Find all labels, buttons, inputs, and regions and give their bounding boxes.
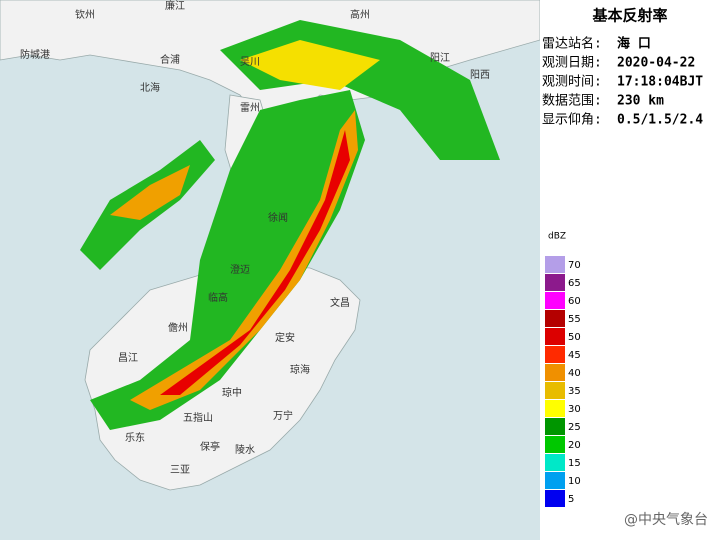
legend-swatch — [545, 364, 565, 381]
place-name: 澄迈 — [230, 263, 250, 276]
legend-swatch — [545, 382, 565, 399]
legend-swatch — [545, 346, 565, 363]
place-name: 五指山 — [183, 411, 213, 424]
legend-swatch — [545, 328, 565, 345]
place-name: 防城港 — [20, 48, 50, 61]
place-name: 陵水 — [235, 444, 255, 456]
legend-swatch — [545, 436, 565, 453]
place-name: 阳江 — [430, 52, 450, 64]
legend-label: 65 — [568, 278, 581, 289]
legend-label: 40 — [568, 368, 581, 379]
place-name: 三亚 — [170, 465, 190, 476]
info-label: 数据范围: — [542, 94, 602, 109]
legend-swatch — [545, 490, 565, 507]
info-label: 雷达站名: — [542, 36, 602, 52]
place-name: 文昌 — [330, 296, 350, 309]
place-name: 定安 — [275, 331, 295, 344]
place-name: 昌江 — [118, 352, 138, 364]
place-name: 万宁 — [273, 409, 293, 422]
legend-label: 20 — [568, 440, 581, 451]
info-label: 观测时间: — [542, 75, 602, 90]
info-value: 230 km — [617, 94, 664, 109]
panel-title: 基本反射率 — [591, 7, 667, 25]
place-name: 吴川 — [240, 56, 260, 68]
legend-label: 50 — [568, 332, 581, 343]
place-name: 琼中 — [222, 386, 242, 399]
legend-label: 70 — [568, 260, 581, 271]
place-name: 雷州 — [240, 102, 260, 114]
place-name: 廉江 — [165, 0, 185, 12]
legend-swatch — [545, 454, 565, 471]
info-value: 0.5/1.5/2.4 — [617, 113, 703, 128]
legend-swatch — [545, 292, 565, 309]
legend-swatch — [545, 256, 565, 273]
info-value: 海 口 — [617, 36, 651, 52]
watermark: @中央气象台 — [624, 512, 708, 528]
place-name: 儋州 — [168, 321, 188, 334]
legend-swatch — [545, 400, 565, 417]
legend-label: 25 — [568, 422, 581, 433]
legend-label: 10 — [568, 476, 581, 487]
place-name: 合浦 — [160, 53, 180, 66]
place-name: 临高 — [208, 291, 228, 304]
legend-label: 35 — [568, 386, 581, 397]
legend-label: 55 — [568, 314, 581, 325]
place-name: 琼海 — [290, 363, 310, 376]
place-name: 北海 — [140, 81, 160, 94]
legend-label: 5 — [568, 494, 574, 505]
place-name: 保亭 — [200, 440, 220, 453]
legend-swatch — [545, 472, 565, 489]
radar-echo — [80, 20, 500, 430]
place-name: 乐东 — [125, 431, 145, 444]
place-name: 徐闻 — [268, 211, 288, 224]
legend-label: 45 — [568, 350, 581, 361]
legend-label: 15 — [568, 458, 581, 469]
info-label: 显示仰角: — [542, 113, 602, 128]
info-value: 17:18:04BJT — [617, 75, 703, 90]
legend-label: 30 — [568, 404, 581, 415]
info-label: 观测日期: — [542, 56, 602, 71]
legend-swatch — [545, 418, 565, 435]
legend-unit: dBZ — [548, 232, 566, 242]
legend-swatch — [545, 310, 565, 327]
place-name: 高州 — [350, 8, 370, 21]
place-name: 钦州 — [75, 9, 95, 21]
info-value: 2020-04-22 — [617, 56, 695, 71]
legend-swatch — [545, 274, 565, 291]
info-panel — [540, 0, 720, 540]
place-name: 阳西 — [470, 69, 490, 81]
legend-label: 60 — [568, 296, 581, 307]
